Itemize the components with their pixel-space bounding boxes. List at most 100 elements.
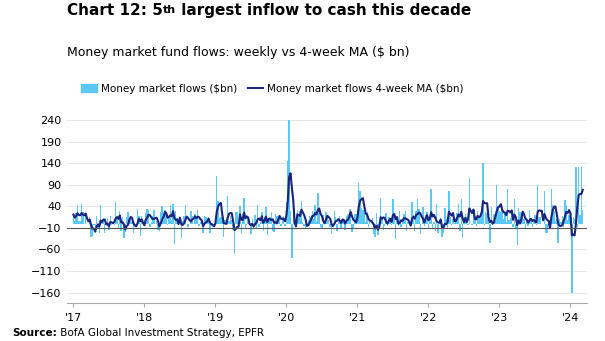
Bar	[463, 221, 465, 224]
Bar	[347, 214, 348, 224]
Bar	[407, 222, 408, 224]
Bar	[564, 200, 566, 224]
Bar	[392, 199, 394, 224]
Bar	[535, 224, 537, 225]
Bar	[216, 176, 217, 224]
Bar	[460, 199, 462, 224]
Bar	[234, 224, 235, 254]
Bar	[325, 212, 327, 224]
Bar	[283, 217, 284, 224]
Bar	[85, 214, 87, 224]
Bar	[488, 220, 489, 224]
Bar	[508, 221, 509, 224]
Bar	[517, 224, 518, 245]
Bar	[119, 211, 120, 224]
Bar	[261, 211, 263, 224]
Bar	[131, 222, 132, 224]
Bar	[399, 211, 401, 224]
Bar	[480, 211, 481, 224]
Bar	[479, 216, 480, 224]
Bar	[183, 216, 185, 224]
Bar	[433, 222, 434, 224]
Bar	[214, 224, 215, 227]
Bar	[383, 224, 384, 229]
Bar	[321, 224, 322, 229]
Bar	[123, 224, 125, 238]
Bar	[114, 224, 115, 225]
Bar	[190, 210, 192, 224]
Bar	[79, 222, 81, 224]
Bar	[352, 224, 353, 232]
Bar	[111, 224, 113, 225]
Bar	[232, 224, 234, 231]
Bar	[358, 183, 359, 224]
Bar	[422, 207, 423, 224]
Bar	[175, 211, 177, 224]
Bar	[467, 224, 469, 225]
Bar	[301, 201, 302, 224]
Bar	[355, 214, 357, 224]
Bar	[313, 219, 315, 224]
Bar	[139, 216, 140, 224]
Bar	[504, 213, 506, 224]
Bar	[447, 224, 448, 228]
Bar	[540, 217, 541, 224]
Bar	[198, 224, 200, 226]
Bar	[376, 213, 378, 224]
Bar	[77, 205, 78, 224]
Bar	[145, 213, 146, 224]
Bar	[519, 212, 521, 224]
Bar	[335, 217, 336, 224]
Bar	[129, 218, 130, 224]
Bar	[287, 161, 289, 224]
Bar	[545, 224, 546, 233]
Bar	[411, 203, 413, 224]
Bar	[122, 217, 123, 224]
Bar	[546, 224, 548, 233]
Bar	[137, 209, 139, 224]
Bar	[227, 196, 228, 224]
Bar	[76, 213, 77, 224]
Bar	[486, 213, 488, 224]
Bar	[556, 220, 557, 224]
Bar	[289, 120, 290, 224]
Bar	[454, 223, 455, 224]
Bar	[159, 224, 160, 231]
Bar	[141, 216, 142, 224]
Bar	[97, 224, 99, 228]
Bar	[160, 211, 162, 224]
Bar	[350, 209, 352, 224]
Bar	[113, 222, 114, 224]
Bar	[295, 224, 296, 227]
Bar	[453, 219, 454, 224]
Bar	[291, 224, 293, 258]
Bar	[548, 224, 549, 226]
Bar	[549, 221, 551, 224]
Bar	[93, 224, 94, 225]
Bar	[317, 193, 318, 224]
Bar	[250, 224, 252, 234]
Bar	[459, 224, 460, 231]
Bar	[100, 205, 102, 224]
Bar	[390, 219, 391, 224]
Bar	[120, 224, 122, 231]
Bar	[246, 224, 247, 225]
Bar	[104, 224, 105, 233]
Bar	[286, 202, 287, 224]
Bar	[462, 224, 463, 238]
Bar	[305, 224, 306, 228]
Bar	[102, 221, 103, 224]
Bar	[491, 207, 492, 224]
Bar	[559, 220, 560, 224]
Bar	[477, 211, 479, 224]
Bar	[507, 189, 508, 224]
Bar	[257, 205, 258, 224]
Bar	[94, 224, 96, 229]
Bar	[82, 212, 83, 224]
Bar	[125, 224, 126, 232]
Bar	[406, 224, 407, 231]
Bar	[115, 202, 116, 224]
Bar	[134, 224, 136, 226]
Bar	[560, 222, 561, 224]
Bar	[182, 221, 183, 224]
